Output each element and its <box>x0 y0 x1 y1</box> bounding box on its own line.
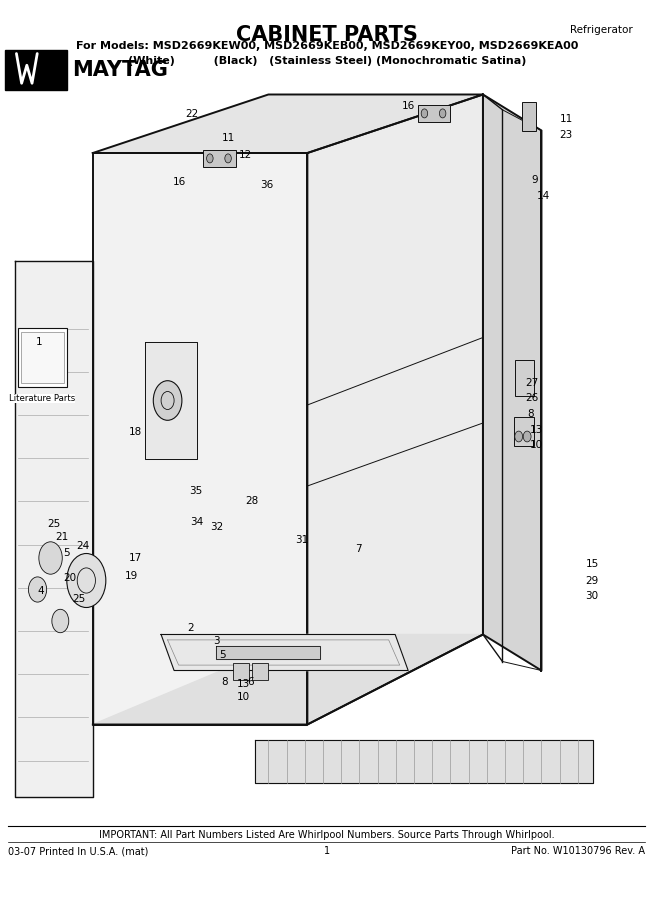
Circle shape <box>421 109 428 118</box>
Text: For Models: MSD2669KEW00, MSD2669KEB00, MSD2669KEY00, MSD2669KEA00: For Models: MSD2669KEW00, MSD2669KEB00, … <box>76 41 578 51</box>
Text: 13: 13 <box>529 425 543 436</box>
Text: 13: 13 <box>237 679 250 689</box>
Text: 5: 5 <box>220 650 226 661</box>
Text: 10: 10 <box>529 440 543 451</box>
Text: Literature Parts: Literature Parts <box>9 394 75 403</box>
Text: 1: 1 <box>324 846 330 856</box>
Circle shape <box>439 109 446 118</box>
Text: 8: 8 <box>222 677 228 688</box>
Text: (White)          (Black)   (Stainless Steel) (Monochromatic Satina): (White) (Black) (Stainless Steel) (Monoc… <box>128 56 526 66</box>
Text: 20: 20 <box>63 572 77 583</box>
Text: 11: 11 <box>222 132 235 143</box>
Polygon shape <box>216 646 320 659</box>
Text: 16: 16 <box>173 176 186 187</box>
Bar <box>203 150 236 166</box>
Polygon shape <box>15 261 93 796</box>
Text: 03-07 Printed In U.S.A. (mat): 03-07 Printed In U.S.A. (mat) <box>8 846 149 856</box>
Circle shape <box>67 554 106 608</box>
Circle shape <box>39 542 62 574</box>
Text: 21: 21 <box>55 532 69 543</box>
Text: 1: 1 <box>36 337 42 347</box>
Text: 3: 3 <box>213 635 220 646</box>
Text: CABINET PARTS: CABINET PARTS <box>236 25 418 45</box>
Polygon shape <box>93 153 307 724</box>
Text: 35: 35 <box>189 485 202 496</box>
Text: 8: 8 <box>527 409 534 419</box>
Text: 23: 23 <box>559 130 573 140</box>
Polygon shape <box>93 94 483 153</box>
Text: 9: 9 <box>531 175 539 185</box>
Text: 14: 14 <box>537 191 550 202</box>
Text: 34: 34 <box>190 517 203 527</box>
Text: 32: 32 <box>210 521 223 532</box>
Bar <box>233 663 249 680</box>
Bar <box>516 360 534 396</box>
FancyBboxPatch shape <box>5 50 67 90</box>
Bar <box>522 102 536 130</box>
Text: 25: 25 <box>47 518 61 529</box>
Bar <box>514 417 534 446</box>
Text: Part No. W10130796 Rev. A: Part No. W10130796 Rev. A <box>512 846 645 856</box>
Text: 12: 12 <box>239 149 252 160</box>
Text: IMPORTANT: All Part Numbers Listed Are Whirlpool Numbers. Source Parts Through W: IMPORTANT: All Part Numbers Listed Are W… <box>99 830 555 840</box>
Text: 7: 7 <box>355 544 361 554</box>
Polygon shape <box>161 634 408 670</box>
Polygon shape <box>93 634 483 725</box>
Text: 22: 22 <box>186 109 199 120</box>
Polygon shape <box>256 740 593 783</box>
Text: 2: 2 <box>187 623 194 634</box>
Circle shape <box>52 609 68 633</box>
Text: 30: 30 <box>585 590 599 601</box>
Text: 28: 28 <box>246 496 259 507</box>
Circle shape <box>225 154 231 163</box>
Bar <box>418 105 451 122</box>
Circle shape <box>207 154 213 163</box>
Circle shape <box>29 577 47 602</box>
Text: 18: 18 <box>128 427 141 437</box>
Circle shape <box>153 381 182 420</box>
Bar <box>18 328 67 387</box>
Text: 27: 27 <box>525 377 539 388</box>
Text: 17: 17 <box>128 553 141 563</box>
Text: 19: 19 <box>125 571 138 581</box>
Circle shape <box>524 431 531 442</box>
Text: 5: 5 <box>63 547 70 558</box>
Text: 15: 15 <box>585 559 599 570</box>
Polygon shape <box>307 94 483 725</box>
Bar <box>252 663 269 680</box>
Text: 31: 31 <box>295 535 309 545</box>
Text: 16: 16 <box>402 101 415 112</box>
Text: 25: 25 <box>72 593 85 604</box>
Text: 4: 4 <box>38 586 44 597</box>
Text: MAYTAG: MAYTAG <box>72 59 168 80</box>
Text: 26: 26 <box>525 392 539 403</box>
Text: 36: 36 <box>260 179 274 190</box>
Polygon shape <box>483 94 541 670</box>
Text: Refrigerator: Refrigerator <box>570 25 632 35</box>
Text: 11: 11 <box>559 113 573 124</box>
Polygon shape <box>145 342 197 459</box>
Text: 6: 6 <box>248 677 254 688</box>
Text: 24: 24 <box>76 541 90 552</box>
Circle shape <box>515 431 523 442</box>
Text: 29: 29 <box>585 575 599 586</box>
Text: 10: 10 <box>237 692 250 703</box>
Bar <box>22 332 63 383</box>
